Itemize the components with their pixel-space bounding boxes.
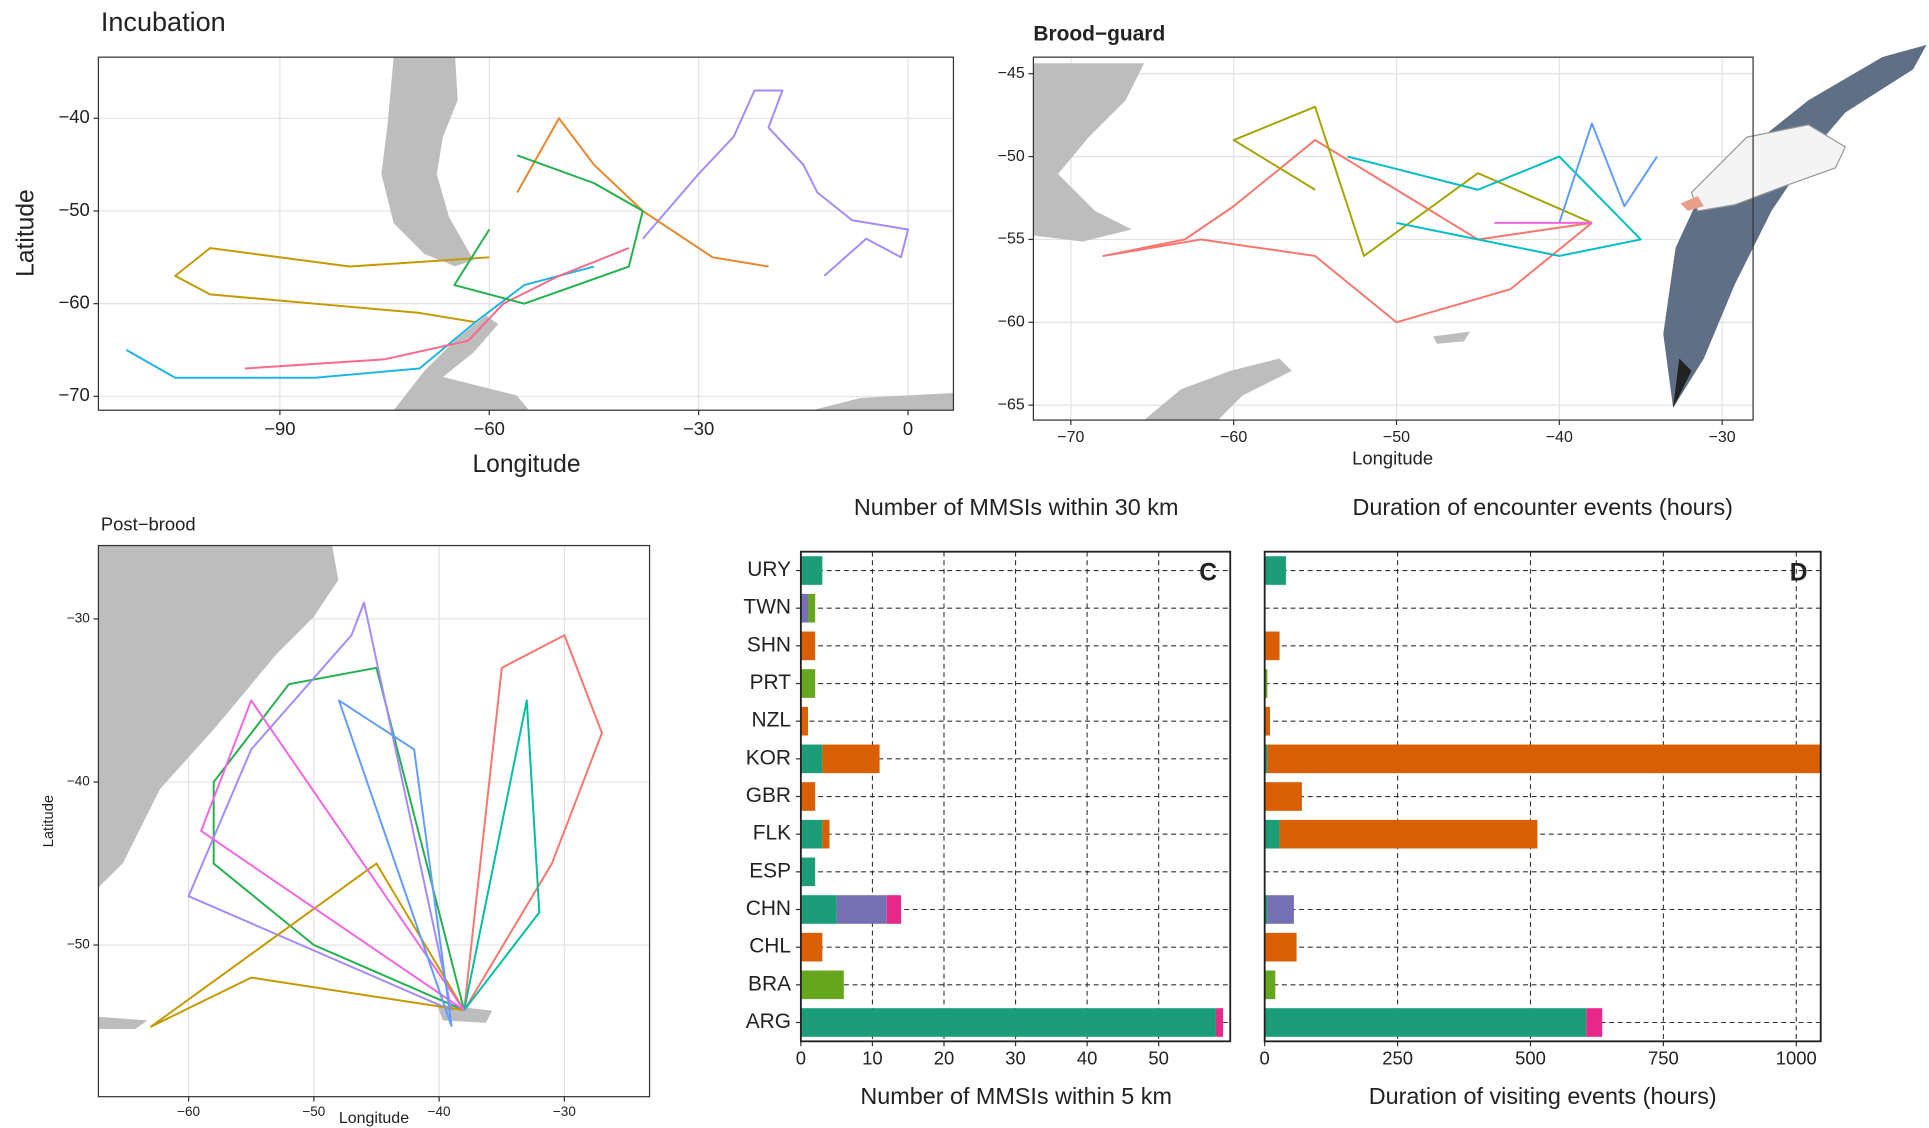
y-tick-label: −50 [67,937,90,952]
x-tick-label: −50 [302,1104,325,1119]
y-tick-label: TWN [743,596,791,619]
chart-title: Number of MMSIs within 30 km [854,494,1179,520]
panel-label: D [1790,559,1808,586]
x-tick-label: −30 [683,418,714,439]
x-tick-label: −60 [1220,429,1247,446]
bar-segment [801,820,822,849]
x-tick-label: 20 [934,1048,955,1069]
chart-title: Post−brood [101,514,196,535]
y-tick-label: −40 [59,106,90,127]
x-tick-label: 1000 [1776,1048,1817,1069]
bar-segment [1586,1008,1602,1037]
x-tick-label: −60 [474,418,505,439]
x-axis-label: Longitude [473,451,581,478]
y-tick-label: NZL [752,709,792,732]
y-tick-label: −65 [998,396,1025,413]
x-tick-label: −50 [1383,429,1410,446]
x-tick-label: 0 [796,1048,806,1069]
bar-segment [801,858,815,887]
y-tick-label: ESP [749,859,791,882]
x-axis-label: Longitude [339,1110,409,1127]
y-axis-label: Latitude [41,795,57,848]
x-tick-label: −30 [553,1104,576,1119]
plot-background [98,57,953,410]
chart-title: Incubation [101,7,226,37]
figure: Incubation Longitude Latitude −90 −60 −30 0 −70… [0,0,1929,1128]
bar-segment [801,782,815,811]
y-tick-label: CHL [749,935,791,958]
panel-label: C [1199,559,1217,586]
bar-segment [887,895,901,924]
bar-segment [801,556,822,585]
x-tick-label: 250 [1382,1048,1413,1069]
y-tick-label: SHN [747,633,791,656]
x-tick-label: −40 [428,1104,451,1119]
x-tick-label: −90 [264,418,295,439]
chart-title: Duration of encounter events (hours) [1352,494,1732,520]
bar-segment [808,594,815,623]
x-tick-label: −60 [177,1104,200,1119]
bar-segment [801,971,844,1000]
y-tick-label: GBR [746,784,791,807]
y-tick-label: −50 [59,199,90,220]
plot-background [1033,57,1753,420]
y-tick-label: −40 [67,774,90,789]
x-axis-label: Longitude [1352,447,1433,468]
y-tick-label: BRA [748,972,791,995]
bar-segment [1265,782,1302,811]
bar-segment [801,933,822,962]
y-tick-label: ARG [746,1010,791,1033]
bar-segment [1267,745,1820,774]
y-tick-label: −70 [59,384,90,405]
x-tick-label: −70 [1057,429,1084,446]
x-tick-label: 500 [1515,1048,1546,1069]
bar-segment [801,745,822,774]
bar-segment [1265,1008,1587,1037]
y-tick-label: −50 [998,148,1025,165]
x-tick-label: 40 [1077,1048,1098,1069]
bar-segment [1265,971,1276,1000]
chart-title: Brood−guard [1033,23,1165,46]
y-tick-label: −55 [998,231,1025,248]
bar-segment [1265,933,1297,962]
x-tick-label: 0 [903,418,913,439]
x-tick-label: 0 [1260,1048,1270,1069]
bar-segment [1265,820,1280,849]
x-tick-label: 10 [862,1048,883,1069]
bar-segment [1265,632,1280,661]
bar-segment [1267,895,1294,924]
bar-segment [801,632,815,661]
bar-segment [822,745,879,774]
bar-segment [801,669,815,698]
y-axis-label: Latitude [13,189,40,277]
bar-segment [1265,556,1286,585]
y-tick-label: CHN [746,897,791,920]
y-tick-label: −30 [67,611,90,626]
bar-segment [801,707,808,736]
x-axis-label: Number of MMSIs within 5 km [860,1083,1172,1109]
y-tick-label: KOR [746,746,791,769]
bar-segment [801,1008,1216,1037]
y-tick-label: PRT [750,671,792,694]
x-tick-label: 750 [1648,1048,1679,1069]
bar-segment [837,895,887,924]
bar-segment [822,820,829,849]
y-tick-label: −60 [998,314,1025,331]
x-tick-label: 50 [1148,1048,1169,1069]
x-axis-label: Duration of visiting events (hours) [1369,1083,1717,1109]
page: Incubation Longitude Latitude −90 −60 −30 0 −70… [0,0,1929,1128]
y-tick-label: −45 [998,65,1025,82]
bar-segment [1216,1008,1223,1037]
y-tick-label: FLK [753,822,791,845]
bar-segment [801,594,808,623]
bar-segment [1280,820,1538,849]
x-tick-label: −40 [1546,429,1573,446]
x-tick-label: 30 [1005,1048,1026,1069]
x-tick-label: −30 [1709,429,1736,446]
y-tick-label: −60 [59,292,90,313]
bar-segment [801,895,837,924]
y-tick-label: URY [747,558,791,581]
